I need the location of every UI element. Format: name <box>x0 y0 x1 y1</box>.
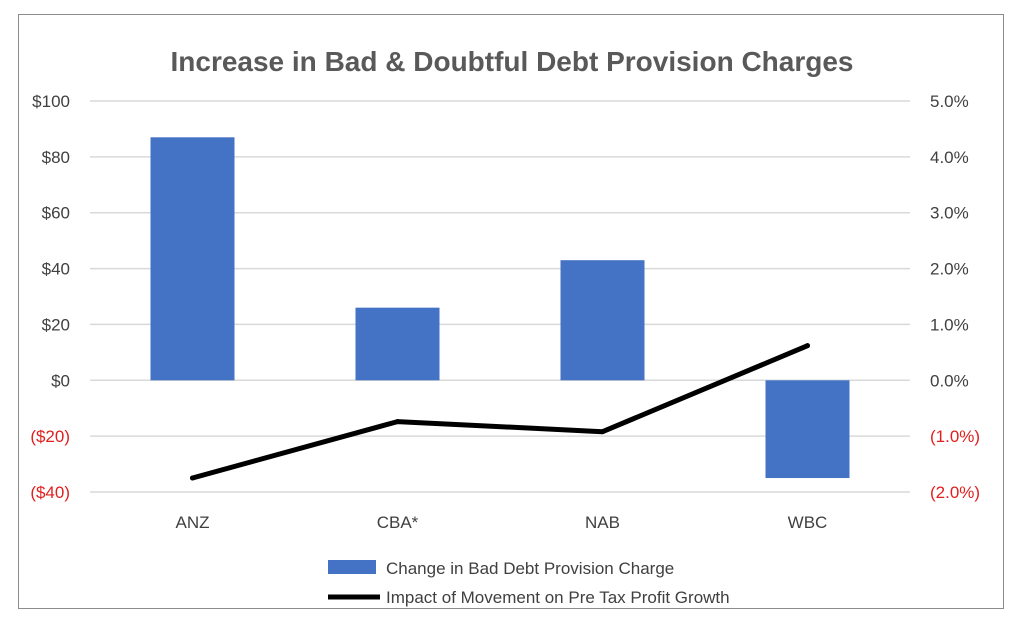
category-label: WBC <box>788 513 828 532</box>
right-tick-label: 4.0% <box>930 148 969 167</box>
right-tick-label: 1.0% <box>930 315 969 334</box>
bar-series <box>150 137 850 479</box>
category-axis: ANZ CBA* NAB WBC <box>176 513 828 532</box>
profit-impact-line <box>190 343 810 481</box>
right-axis-ticks: 5.0% 4.0% 3.0% 2.0% 1.0% 0.0% (1.0%) (2.0%) <box>930 92 980 502</box>
legend: Change in Bad Debt Provision Charge Impa… <box>328 559 730 607</box>
right-tick-label: 5.0% <box>930 92 969 111</box>
right-tick-label: 0.0% <box>930 371 969 390</box>
left-tick-label: ($20) <box>30 427 70 446</box>
bar <box>765 380 850 479</box>
line-point <box>600 429 605 435</box>
right-tick-label: (1.0%) <box>930 427 980 446</box>
category-label: CBA* <box>377 513 419 532</box>
legend-bar-swatch <box>328 560 376 574</box>
left-axis-ticks: $100 $80 $60 $40 $20 $0 ($20) ($40) <box>30 92 70 502</box>
left-tick-label: $100 <box>32 92 70 111</box>
category-label: ANZ <box>176 513 210 532</box>
line-series <box>190 343 810 481</box>
left-tick-label: $0 <box>51 371 70 390</box>
line-point <box>395 419 400 425</box>
chart-title: Increase in Bad & Doubtful Debt Provisio… <box>170 46 853 77</box>
left-tick-label: $80 <box>42 148 70 167</box>
left-tick-label: $60 <box>42 204 70 223</box>
left-tick-label: $40 <box>42 260 70 279</box>
legend-bar-label: Change in Bad Debt Provision Charge <box>386 559 674 578</box>
category-label: NAB <box>585 513 620 532</box>
left-tick-label: $20 <box>42 315 70 334</box>
right-tick-label: 3.0% <box>930 204 969 223</box>
bar <box>150 137 235 381</box>
left-tick-label: ($40) <box>30 483 70 502</box>
bar <box>560 260 645 381</box>
right-tick-label: (2.0%) <box>930 483 980 502</box>
bar <box>355 307 440 381</box>
legend-line-label: Impact of Movement on Pre Tax Profit Gro… <box>386 588 730 607</box>
line-point <box>190 475 195 481</box>
line-point <box>805 343 810 349</box>
right-tick-label: 2.0% <box>930 260 969 279</box>
